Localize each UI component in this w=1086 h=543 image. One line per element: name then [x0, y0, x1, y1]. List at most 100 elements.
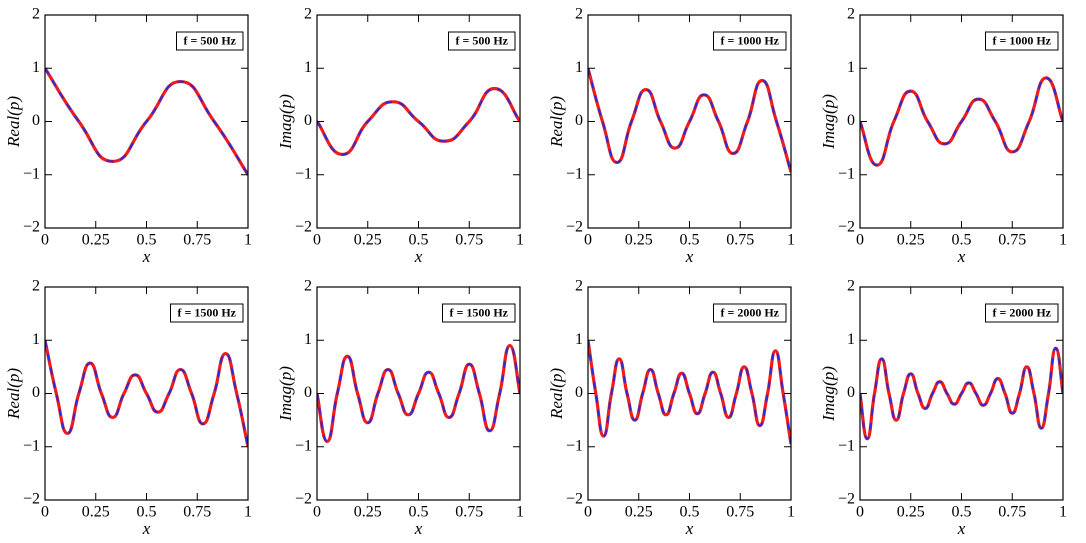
annotation: f = 1500 Hz: [178, 305, 237, 319]
y-tick-label: 0: [575, 384, 583, 401]
y-tick-label: 2: [304, 6, 312, 23]
y-tick-label: −1: [838, 165, 855, 182]
x-tick-label: 0.5: [952, 232, 972, 249]
x-tick-label: 0.25: [354, 232, 382, 249]
y-axis-label: Imag(p): [819, 366, 838, 422]
y-tick-label: −2: [295, 219, 312, 236]
y-tick-label: −2: [295, 491, 312, 508]
data-line: [317, 343, 520, 444]
x-tick-label: 0: [856, 232, 864, 249]
annotation-box: [713, 31, 787, 51]
data-line: [860, 76, 1063, 167]
x-tick-label: 0.75: [183, 232, 211, 249]
subplot: 0 0.25 0.5 0.75 1 −2 −1 0 1 2 x Imag(p) f = 2000 Hz: [819, 278, 1067, 538]
annotation-box: [176, 31, 244, 51]
data-line: [45, 67, 248, 176]
plot-area: [860, 76, 1063, 167]
y-tick-label: 1: [304, 331, 312, 348]
x-tick-label: 0.5: [137, 504, 157, 521]
y-tick-label: −2: [838, 491, 855, 508]
x-tick-label: 0: [313, 504, 321, 521]
x-axis-label: x: [142, 519, 151, 538]
y-tick-label: −1: [566, 437, 583, 454]
y-tick-label: 2: [32, 278, 40, 295]
y-axis-label: Imag(p): [276, 94, 295, 150]
x-tick-label: 0: [41, 232, 49, 249]
data-line: [588, 67, 791, 173]
y-tick-label: 0: [32, 112, 40, 129]
y-tick-label: 0: [575, 112, 583, 129]
x-tick-label: 0: [584, 232, 592, 249]
x-tick-label: 0.25: [354, 504, 382, 521]
x-axis-label: x: [685, 519, 694, 538]
plot-area: [317, 86, 520, 157]
x-tick-label: 1: [1059, 232, 1067, 249]
x-tick-label: 1: [244, 232, 252, 249]
annotation-box: [713, 303, 787, 323]
y-tick-label: −1: [295, 437, 312, 454]
data-line: [45, 339, 248, 448]
x-axis-label: x: [142, 247, 151, 266]
annotation-box: [985, 31, 1059, 51]
y-tick-label: 1: [575, 331, 583, 348]
y-tick-label: −1: [23, 437, 40, 454]
annotation: f = 1000 Hz: [993, 33, 1052, 47]
plot-area: [317, 343, 520, 444]
annotation: f = 1000 Hz: [721, 33, 780, 47]
y-axis-label: Real(p): [547, 96, 566, 148]
y-tick-label: −2: [23, 491, 40, 508]
x-tick-label: 0.5: [409, 504, 429, 521]
y-tick-label: 0: [304, 112, 312, 129]
annotation: f = 1500 Hz: [450, 305, 509, 319]
y-tick-label: −1: [838, 437, 855, 454]
y-tick-label: 2: [32, 6, 40, 23]
y-axis-label: Real(p): [547, 368, 566, 420]
y-axis-label: Imag(p): [276, 366, 295, 422]
plot-area: [588, 340, 791, 445]
x-tick-label: 0.25: [897, 504, 925, 521]
y-tick-label: −2: [566, 491, 583, 508]
x-axis-label: x: [414, 247, 423, 266]
y-tick-label: 2: [575, 278, 583, 295]
x-tick-label: 0.25: [82, 232, 110, 249]
y-tick-label: −1: [566, 165, 583, 182]
x-tick-label: 1: [516, 232, 524, 249]
x-tick-label: 0: [313, 232, 321, 249]
y-tick-label: 0: [304, 384, 312, 401]
x-tick-label: 0.75: [998, 504, 1026, 521]
annotation: f = 500 Hz: [184, 33, 237, 47]
y-axis-label: Real(p): [4, 368, 23, 420]
x-tick-label: 0.5: [137, 232, 157, 249]
x-tick-label: 0.75: [998, 232, 1026, 249]
x-tick-label: 1: [516, 504, 524, 521]
y-tick-label: 2: [847, 6, 855, 23]
y-tick-label: 1: [847, 59, 855, 76]
x-axis-label: x: [957, 247, 966, 266]
y-tick-label: −1: [23, 165, 40, 182]
x-tick-label: 0.75: [726, 504, 754, 521]
y-tick-label: 1: [304, 59, 312, 76]
x-axis-label: x: [685, 247, 694, 266]
x-tick-label: 0: [584, 504, 592, 521]
annotation: f = 2000 Hz: [993, 305, 1052, 319]
y-tick-label: 1: [32, 331, 40, 348]
x-tick-label: 0.25: [625, 232, 653, 249]
x-tick-label: 0.25: [897, 232, 925, 249]
plot-area: [588, 67, 791, 173]
x-tick-label: 0.75: [183, 504, 211, 521]
y-axis-label: Real(p): [4, 96, 23, 148]
y-tick-label: −2: [23, 219, 40, 236]
annotation-box: [170, 303, 244, 323]
data-line: [588, 340, 791, 445]
x-tick-label: 0.25: [82, 504, 110, 521]
y-tick-label: −2: [838, 219, 855, 236]
y-tick-label: −2: [566, 219, 583, 236]
x-tick-label: 0.25: [625, 504, 653, 521]
subplot: 0 0.25 0.5 0.75 1 −2 −1 0 1 2 x Real(p) f = 2000 Hz: [547, 278, 795, 538]
y-tick-label: 1: [32, 59, 40, 76]
subplot: 0 0.25 0.5 0.75 1 −2 −1 0 1 2 x Real(p) f = 1500 Hz: [4, 278, 252, 538]
data-line: [317, 87, 520, 156]
subplot: 0 0.25 0.5 0.75 1 −2 −1 0 1 2 x Imag(p) f = 1500 Hz: [276, 278, 524, 538]
x-tick-label: 1: [244, 504, 252, 521]
